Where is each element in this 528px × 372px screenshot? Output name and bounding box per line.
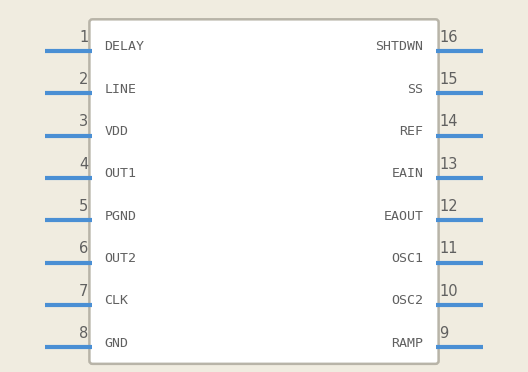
Text: LINE: LINE: [105, 83, 136, 96]
Text: DELAY: DELAY: [105, 41, 144, 53]
Text: CLK: CLK: [105, 294, 128, 307]
Text: OSC1: OSC1: [392, 252, 423, 265]
Text: EAIN: EAIN: [392, 167, 423, 180]
Text: OUT2: OUT2: [105, 252, 136, 265]
Text: GND: GND: [105, 337, 128, 350]
Text: SHTDWN: SHTDWN: [375, 41, 423, 53]
Text: 2: 2: [79, 72, 88, 87]
Text: 14: 14: [440, 114, 458, 129]
Text: 10: 10: [440, 283, 458, 298]
Text: 16: 16: [440, 30, 458, 45]
Text: VDD: VDD: [105, 125, 128, 138]
Text: PGND: PGND: [105, 210, 136, 222]
Text: 9: 9: [440, 326, 449, 341]
Text: 15: 15: [440, 72, 458, 87]
Text: RAMP: RAMP: [392, 337, 423, 350]
Text: OSC2: OSC2: [392, 294, 423, 307]
Text: 13: 13: [440, 157, 458, 171]
Text: 3: 3: [79, 114, 88, 129]
Text: SS: SS: [408, 83, 423, 96]
Text: 12: 12: [440, 199, 458, 214]
Text: OUT1: OUT1: [105, 167, 136, 180]
Text: 4: 4: [79, 157, 88, 171]
Text: 11: 11: [440, 241, 458, 256]
Text: EAOUT: EAOUT: [384, 210, 423, 222]
FancyBboxPatch shape: [89, 19, 439, 364]
Text: 1: 1: [79, 30, 88, 45]
Text: 6: 6: [79, 241, 88, 256]
Text: 8: 8: [79, 326, 88, 341]
Text: 5: 5: [79, 199, 88, 214]
Text: 7: 7: [79, 283, 88, 298]
Text: REF: REF: [400, 125, 423, 138]
